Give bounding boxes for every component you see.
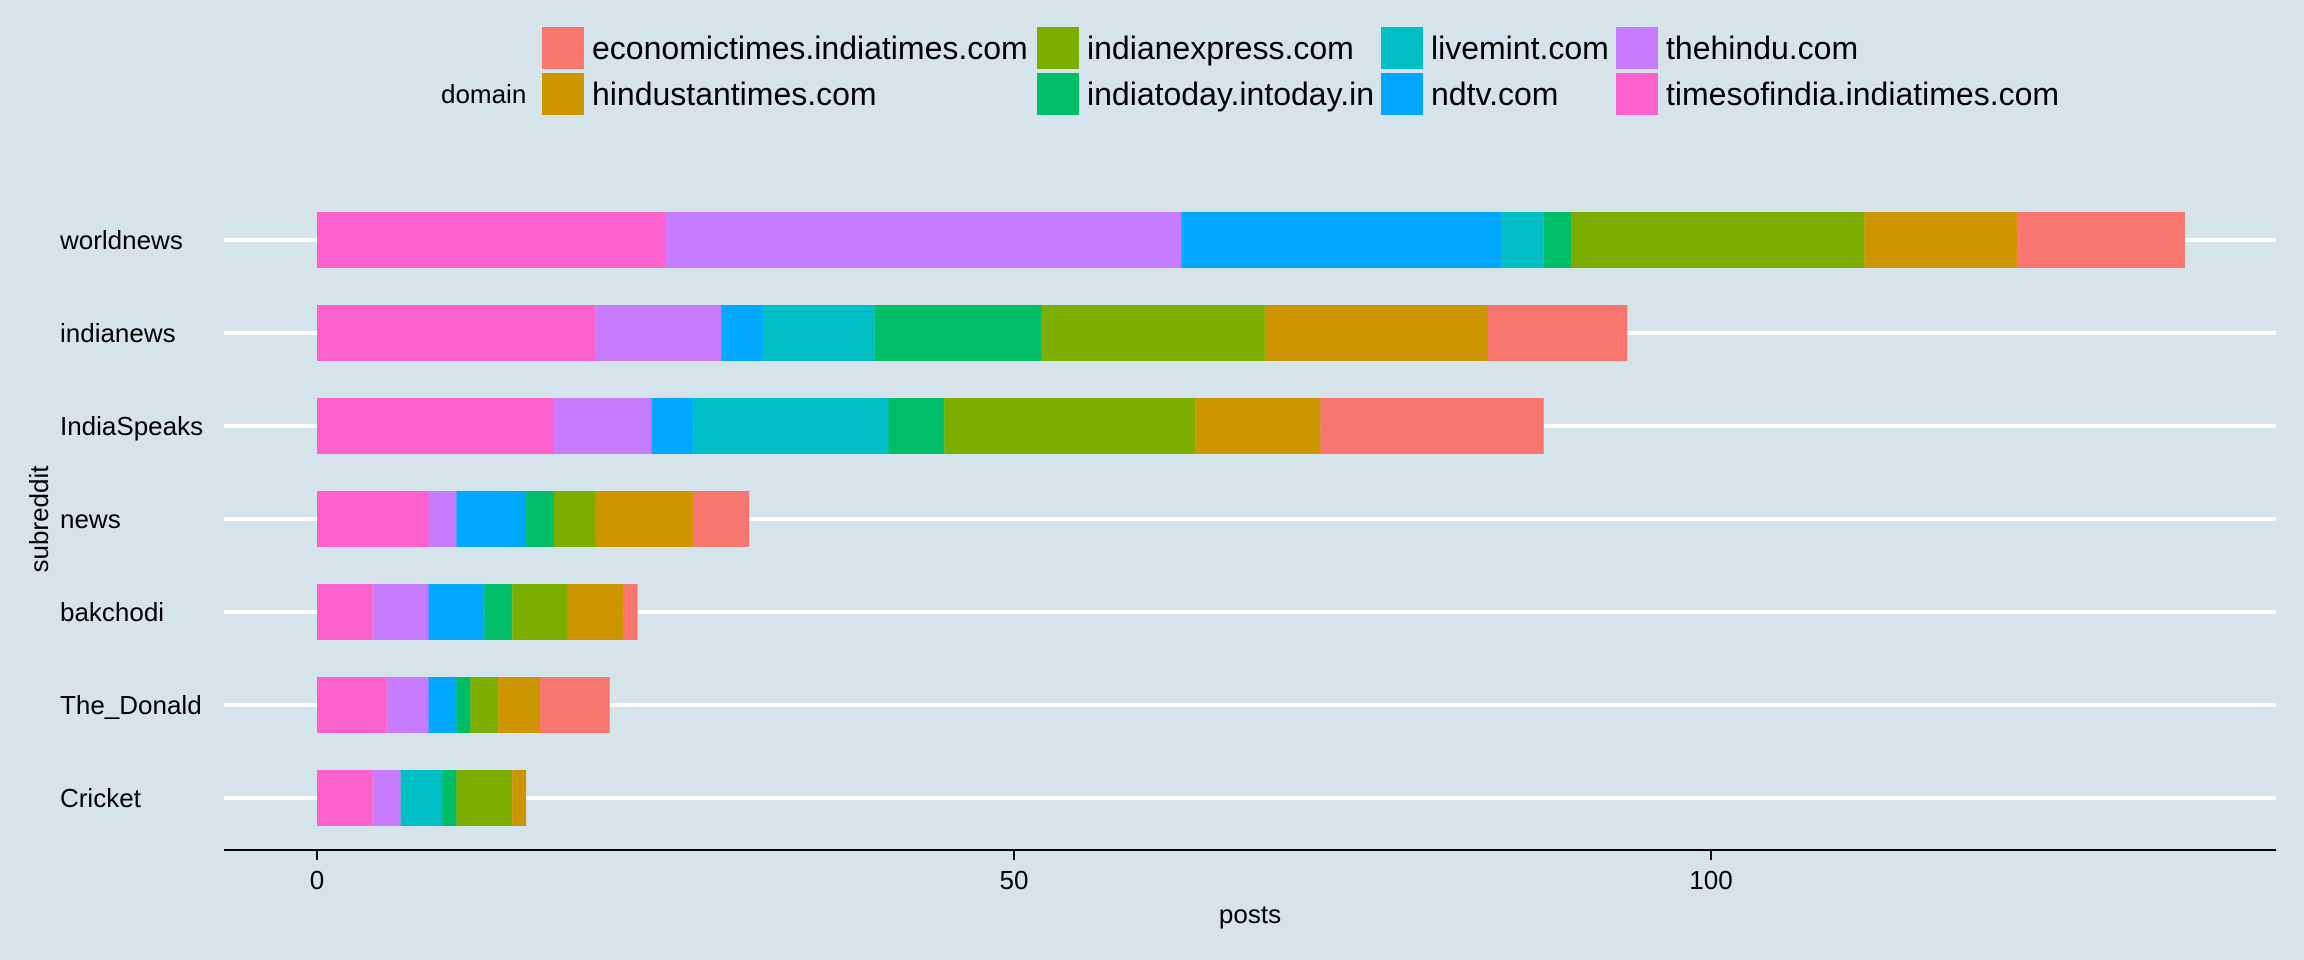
legend-key-ndtv-com — [1381, 73, 1423, 115]
bar-bakchodi-timesofindia-indiatimes-com — [317, 584, 373, 640]
legend-key-indianexpress-com — [1037, 27, 1079, 69]
bar-indiaspeaks-economictimes-indiatimes-com — [1320, 398, 1544, 454]
bar-cricket-livemint-com — [400, 770, 443, 826]
bar-indiaspeaks-ndtv-com — [651, 398, 694, 454]
bar-indianews-livemint-com — [763, 305, 875, 361]
bar-indianews-ndtv-com — [721, 305, 764, 361]
legend-title: domain — [441, 79, 526, 109]
bar-worldnews-thehindu-com — [665, 212, 1182, 268]
x-tick-label-0: 0 — [310, 865, 324, 895]
bar-worldnews-indianexpress-com — [1571, 212, 1865, 268]
bar-bakchodi-indianexpress-com — [512, 584, 568, 640]
bar-indiaspeaks-indiatoday-intoday-in — [888, 398, 945, 454]
legend-label-livemint-com: livemint.com — [1431, 30, 1609, 66]
bar-indiaspeaks-timesofindia-indiatimes-com — [317, 398, 554, 454]
legend-key-thehindu-com — [1616, 27, 1658, 69]
bar-worldnews-indiatoday-intoday-in — [1543, 212, 1572, 268]
bar-indiaspeaks-livemint-com — [693, 398, 889, 454]
bar-the-donald-timesofindia-indiatimes-com — [317, 677, 387, 733]
bar-indianews-hindustantimes-com — [1264, 305, 1488, 361]
bar-bakchodi-ndtv-com — [428, 584, 485, 640]
bar-indianews-thehindu-com — [595, 305, 722, 361]
legend-key-timesofindia-indiatimes-com — [1616, 73, 1658, 115]
bar-the-donald-thehindu-com — [386, 677, 429, 733]
bar-worldnews-ndtv-com — [1181, 212, 1502, 268]
legend: domain economictimes.indiatimes.com hindu… — [441, 27, 2059, 115]
legend-label-indiatoday-intoday-in: indiatoday.intoday.in — [1087, 76, 1374, 112]
bar-bakchodi-economictimes-indiatimes-com — [623, 584, 638, 640]
bar-indianews-indianexpress-com — [1041, 305, 1265, 361]
bar-cricket-timesofindia-indiatimes-com — [317, 770, 373, 826]
bar-bakchodi-thehindu-com — [372, 584, 429, 640]
bar-cricket-indiatoday-intoday-in — [442, 770, 457, 826]
bar-worldnews-hindustantimes-com — [1864, 212, 2018, 268]
legend-label-economictimes-indiatimes-com: economictimes.indiatimes.com — [592, 30, 1028, 66]
y-label-indiaspeaks: IndiaSpeaks — [60, 411, 203, 441]
y-label-worldnews: worldnews — [59, 225, 183, 255]
bar-news-indiatoday-intoday-in — [526, 491, 554, 547]
bar-indianews-timesofindia-indiatimes-com — [317, 305, 596, 361]
legend-key-hindustantimes-com — [542, 73, 584, 115]
x-axis-ticks: 0 50 100 — [310, 850, 1733, 895]
x-tick-label-100: 100 — [1689, 865, 1732, 895]
bar-worldnews-livemint-com — [1501, 212, 1544, 268]
y-label-cricket: Cricket — [60, 783, 142, 813]
y-label-bakchodi: bakchodi — [60, 597, 164, 627]
y-label-news: news — [60, 504, 121, 534]
bar-cricket-thehindu-com — [372, 770, 401, 826]
bar-cricket-hindustantimes-com — [512, 770, 527, 826]
bar-indiaspeaks-thehindu-com — [553, 398, 652, 454]
y-axis-title: subreddit — [24, 465, 54, 573]
bar-news-economictimes-indiatimes-com — [693, 491, 750, 547]
x-tick-label-50: 50 — [1000, 865, 1029, 895]
bar-news-timesofindia-indiatimes-com — [317, 491, 429, 547]
legend-label-timesofindia-indiatimes-com: timesofindia.indiatimes.com — [1666, 76, 2059, 112]
bar-worldnews-economictimes-indiatimes-com — [2017, 212, 2185, 268]
x-axis-title: posts — [1219, 899, 1281, 929]
legend-key-economictimes-indiatimes-com — [542, 27, 584, 69]
y-label-indianews: indianews — [60, 318, 176, 348]
legend-label-indianexpress-com: indianexpress.com — [1087, 30, 1354, 66]
legend-key-livemint-com — [1381, 27, 1423, 69]
bar-the-donald-economictimes-indiatimes-com — [540, 677, 610, 733]
bar-bakchodi-hindustantimes-com — [567, 584, 624, 640]
legend-label-thehindu-com: thehindu.com — [1666, 30, 1858, 66]
bar-news-ndtv-com — [456, 491, 527, 547]
bar-the-donald-ndtv-com — [428, 677, 457, 733]
bar-the-donald-hindustantimes-com — [498, 677, 541, 733]
bar-news-indianexpress-com — [553, 491, 596, 547]
bar-bakchodi-indiatoday-intoday-in — [484, 584, 513, 640]
bar-indiaspeaks-hindustantimes-com — [1195, 398, 1321, 454]
bar-news-hindustantimes-com — [595, 491, 694, 547]
bar-indiaspeaks-indianexpress-com — [944, 398, 1196, 454]
bar-news-thehindu-com — [428, 491, 457, 547]
bar-cricket-indianexpress-com — [456, 770, 513, 826]
y-label-the-donald: The_Donald — [60, 690, 202, 720]
legend-key-indiatoday-intoday-in — [1037, 73, 1079, 115]
bars — [317, 212, 2185, 826]
legend-label-hindustantimes-com: hindustantimes.com — [592, 76, 877, 112]
bar-indianews-economictimes-indiatimes-com — [1487, 305, 1628, 361]
bar-worldnews-timesofindia-indiatimes-com — [317, 212, 666, 268]
bar-the-donald-indiatoday-intoday-in — [456, 677, 471, 733]
bar-the-donald-indianexpress-com — [470, 677, 499, 733]
bar-indianews-indiatoday-intoday-in — [874, 305, 1042, 361]
legend-label-ndtv-com: ndtv.com — [1431, 76, 1558, 112]
y-axis-labels: worldnews indianews IndiaSpeaks news bakchod… — [59, 225, 203, 813]
